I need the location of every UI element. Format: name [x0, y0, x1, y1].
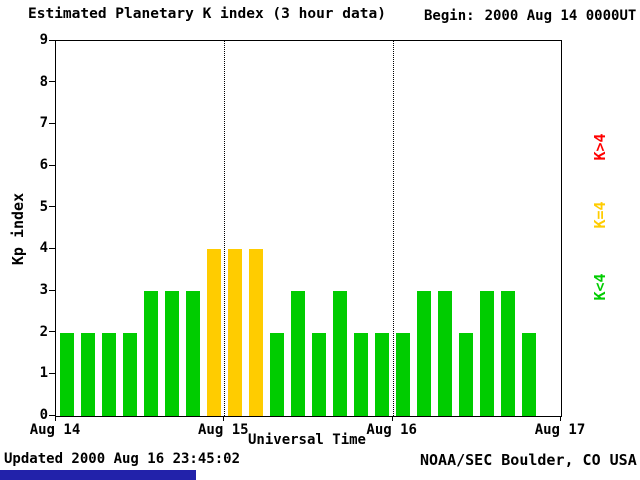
y-tick-mark [49, 164, 55, 166]
x-axis-title: Universal Time [247, 432, 366, 448]
kp-bar [269, 332, 284, 416]
begin-timestamp: Begin: 2000 Aug 14 0000UT [424, 8, 636, 24]
y-tick-label: 7 [39, 115, 48, 132]
begin-value: 2000 Aug 14 0000UT [484, 8, 637, 24]
day-separator-line [224, 41, 226, 416]
y-tick-label: 0 [39, 407, 48, 423]
plot-area [55, 40, 562, 417]
kp-bar [122, 332, 137, 416]
kp-bar [291, 291, 305, 416]
y-tick-label: 2 [39, 323, 48, 340]
kp-bar [459, 332, 474, 416]
x-tick-label: Aug 15 [198, 422, 249, 438]
y-tick-label: 6 [39, 157, 48, 173]
y-tick-label: 5 [39, 198, 48, 215]
kp-bar [206, 249, 221, 416]
kp-bar [354, 332, 369, 416]
x-tick-mark [391, 416, 393, 421]
legend-item: K>4 [591, 133, 609, 161]
kp-bar [59, 332, 74, 416]
kp-bar [312, 332, 326, 416]
legend-item: K<4 [591, 273, 609, 301]
x-tick-label: Aug 14 [29, 422, 81, 438]
y-tick-mark [49, 247, 55, 249]
x-tick-mark [223, 416, 225, 421]
y-tick-mark [49, 289, 55, 291]
kp-bar [227, 249, 242, 416]
kp-bar [501, 291, 516, 416]
y-tick-label: 1 [39, 365, 48, 382]
kp-bar [164, 291, 179, 416]
y-tick-mark [49, 331, 55, 333]
y-tick-label: 4 [39, 240, 48, 257]
y-axis-title: Kp index [9, 192, 27, 266]
chart-title: Estimated Planetary K index (3 hour data… [28, 6, 386, 22]
y-tick-label: 9 [39, 32, 48, 48]
kp-bar [143, 291, 158, 416]
kp-bar [417, 291, 432, 416]
y-tick-mark [49, 206, 55, 208]
y-tick-mark [49, 414, 55, 416]
updated-text: Updated 2000 Aug 16 23:45:02 [4, 451, 241, 467]
kp-bar [80, 332, 95, 416]
y-tick-mark [49, 372, 55, 374]
x-tick-mark [55, 416, 56, 421]
y-tick-label: 8 [39, 73, 48, 90]
x-tick-label: Aug 17 [534, 422, 586, 438]
x-tick-label: Aug 16 [366, 422, 417, 438]
kp-bar [396, 332, 411, 416]
x-tick-mark [560, 416, 561, 421]
day-separator-line [392, 41, 394, 416]
y-tick-mark [49, 39, 55, 41]
y-tick-mark [49, 122, 55, 124]
kp-bar [185, 291, 200, 416]
kp-bar [248, 249, 263, 416]
source-text: NOAA/SEC Boulder, CO USA [420, 451, 637, 469]
kp-bar [375, 332, 390, 416]
kp-bar [480, 291, 495, 416]
legend-item: K=4 [591, 201, 609, 229]
y-tick-label: 3 [39, 282, 48, 298]
kp-bar [101, 332, 116, 416]
y-tick-mark [49, 81, 55, 83]
kp-bar [522, 332, 537, 416]
kp-bar [333, 291, 348, 416]
status-bar-fragment [0, 470, 196, 480]
begin-label: Begin: [424, 8, 475, 24]
kp-bar [438, 291, 453, 416]
